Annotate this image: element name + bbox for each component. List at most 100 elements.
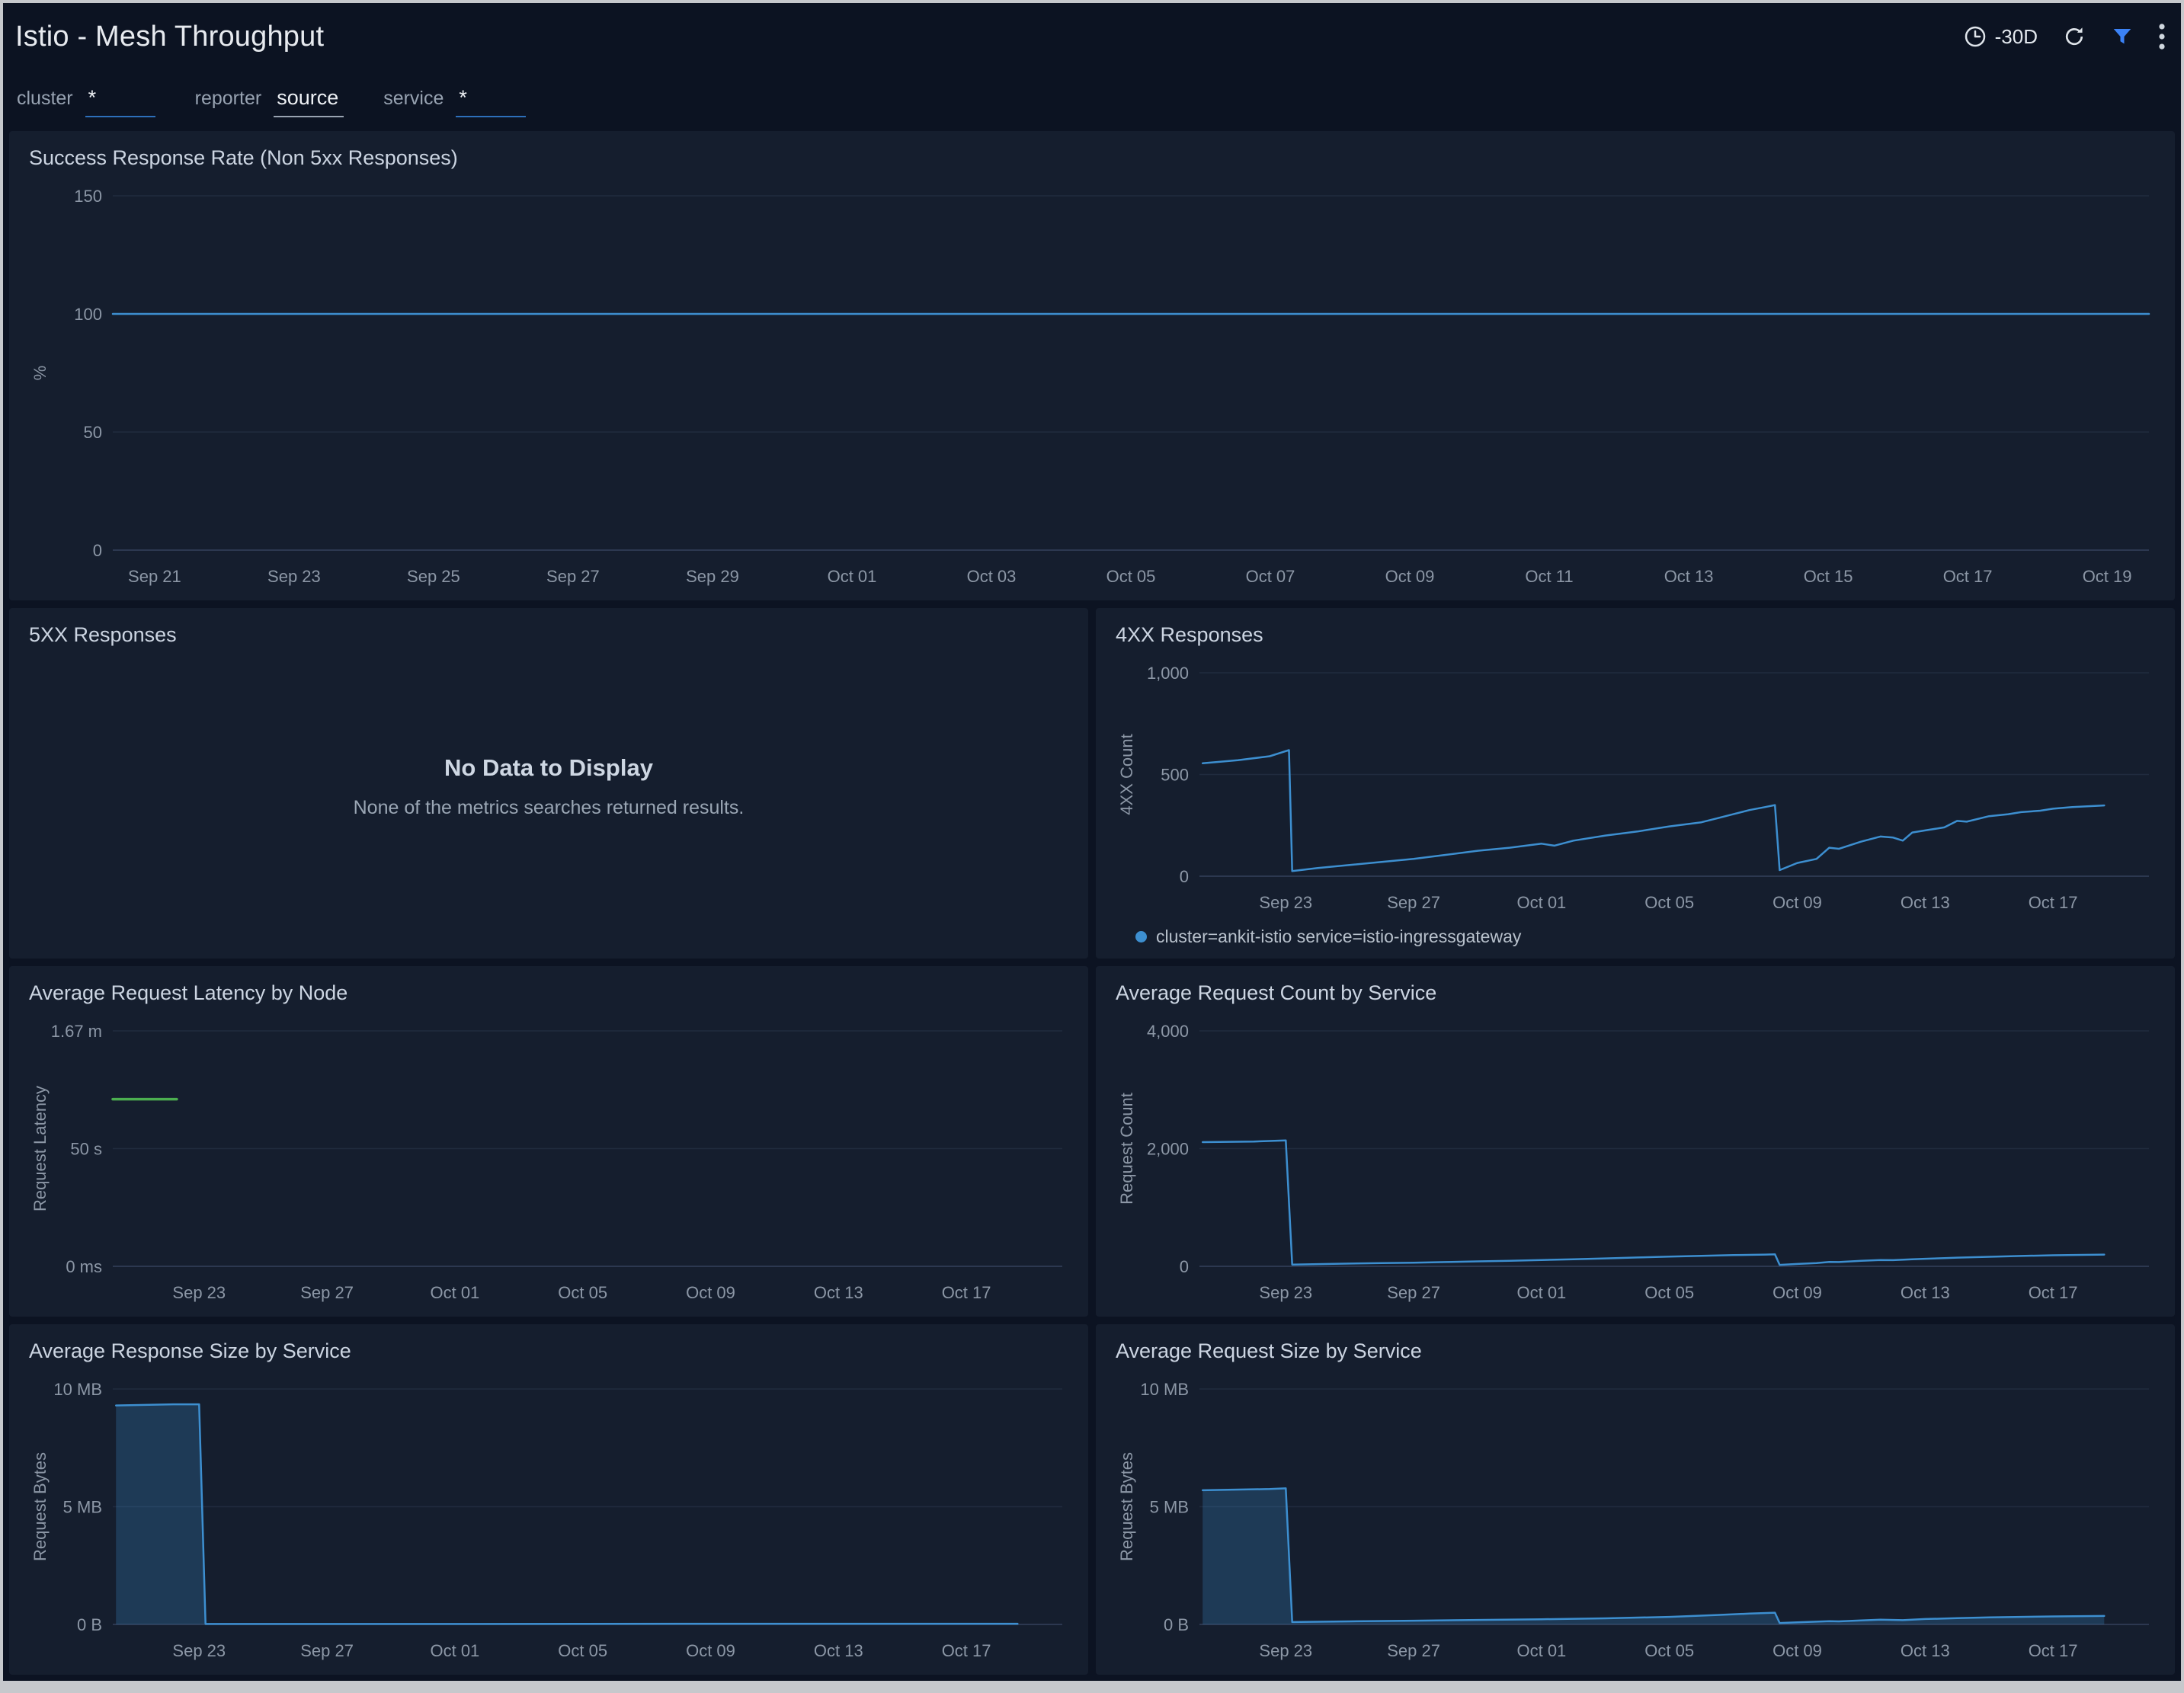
svg-text:Sep 27: Sep 27: [1387, 1641, 1440, 1660]
refresh-button[interactable]: [2062, 24, 2086, 49]
panel-title: Average Request Count by Service: [1116, 981, 1437, 1004]
refresh-icon: [2065, 27, 2083, 46]
svg-text:Oct 01: Oct 01: [1516, 893, 1566, 912]
svg-text:Oct 05: Oct 05: [558, 1641, 607, 1660]
panel-title: 5XX Responses: [29, 623, 177, 646]
panel-title: Average Request Latency by Node: [29, 981, 348, 1004]
svg-text:4,000: 4,000: [1147, 1022, 1189, 1041]
time-range-label: -30D: [1994, 24, 2038, 48]
svg-text:Oct 13: Oct 13: [814, 1283, 863, 1302]
filter-cluster-label: cluster: [17, 88, 73, 109]
svg-text:Oct 03: Oct 03: [967, 567, 1017, 586]
filter-service-input[interactable]: *: [456, 86, 527, 117]
svg-text:50: 50: [84, 423, 102, 442]
clock-icon: [1965, 26, 1985, 47]
svg-text:10 MB: 10 MB: [1140, 1380, 1189, 1399]
svg-text:Oct 09: Oct 09: [1772, 893, 1822, 912]
svg-text:0: 0: [1180, 1257, 1189, 1276]
svg-text:Request Bytes: Request Bytes: [1117, 1452, 1136, 1561]
topbar-controls: -30D: [1963, 23, 2166, 50]
avg-request-size-chart: 0 B 5 MB 10 MB Sep 23 Sep 27 Oct 01 Oct 05 Oct …: [1117, 1380, 2149, 1660]
dashboard-title: Istio - Mesh Throughput: [15, 20, 325, 53]
filter-bar: cluster * reporter source service *: [3, 70, 2181, 125]
filter-button[interactable]: [2111, 25, 2134, 48]
svg-text:Oct 01: Oct 01: [1516, 1283, 1566, 1302]
svg-text:Oct 17: Oct 17: [2029, 893, 2078, 912]
svg-text:Sep 25: Sep 25: [407, 567, 460, 586]
panel-4xx-responses: 4XX Responses 0 500 1,000 Sep 23 Sep 27 Oct 0…: [1096, 608, 2175, 959]
svg-text:Oct 09: Oct 09: [1772, 1283, 1822, 1302]
svg-text:5 MB: 5 MB: [63, 1498, 102, 1517]
svg-text:Sep 27: Sep 27: [1387, 1283, 1440, 1302]
svg-text:Sep 23: Sep 23: [1259, 1283, 1312, 1302]
time-range-control[interactable]: -30D: [1963, 24, 2038, 49]
svg-text:Oct 17: Oct 17: [2029, 1283, 2078, 1302]
svg-text:Oct 01: Oct 01: [430, 1641, 479, 1660]
svg-text:1,000: 1,000: [1147, 664, 1189, 683]
filter-funnel-icon: [2113, 29, 2131, 44]
svg-text:0 B: 0 B: [1164, 1615, 1189, 1634]
topbar: Istio - Mesh Throughput -30D: [3, 3, 2181, 70]
row-4: Average Response Size by Service 0 B 5 MB…: [9, 1324, 2175, 1675]
svg-text:Oct 19: Oct 19: [2083, 567, 2132, 586]
svg-text:Request Bytes: Request Bytes: [30, 1452, 50, 1561]
legend-item[interactable]: cluster=ankit-istio service=istio-ingres…: [1110, 920, 2161, 952]
filter-reporter: reporter source: [195, 86, 344, 117]
svg-text:10 MB: 10 MB: [53, 1380, 102, 1399]
panel-avg-request-size-by-service: Average Request Size by Service 0 B 5 MB 1…: [1096, 1324, 2175, 1675]
svg-text:Oct 13: Oct 13: [1901, 893, 1950, 912]
svg-text:Oct 13: Oct 13: [1901, 1641, 1950, 1660]
kebab-menu-icon: [2159, 24, 2165, 50]
dashboard: Istio - Mesh Throughput -30D: [3, 3, 2181, 1681]
panel-5xx-responses: 5XX Responses No Data to Display None of…: [9, 608, 1088, 959]
panel-title: 4XX Responses: [1116, 623, 1263, 646]
filter-service: service *: [383, 86, 527, 117]
svg-text:Oct 05: Oct 05: [1106, 567, 1156, 586]
svg-text:50 s: 50 s: [70, 1140, 102, 1159]
svg-text:Sep 27: Sep 27: [546, 567, 600, 586]
row-3: Average Request Latency by Node 0 ms 50 s…: [9, 966, 2175, 1317]
filter-reporter-input[interactable]: source: [274, 86, 344, 117]
success-response-rate-chart: 0 50 100 150 Sep 21 Sep 23 Sep 25 Sep 27 Sep 29 O…: [30, 187, 2150, 586]
svg-text:Oct 01: Oct 01: [828, 567, 877, 586]
legend-swatch: [1135, 930, 1147, 943]
avg-response-size-chart: 0 B 5 MB 10 MB Sep 23 Sep 27 Oct 01 Oct 05 Oct …: [30, 1380, 1062, 1660]
panel-grid: Success Response Rate (Non 5xx Responses…: [3, 125, 2181, 1681]
svg-text:Oct 17: Oct 17: [1943, 567, 1993, 586]
svg-text:Oct 09: Oct 09: [1772, 1641, 1822, 1660]
svg-text:Sep 29: Sep 29: [686, 567, 739, 586]
filter-service-label: service: [383, 88, 444, 109]
panel-title: Success Response Rate (Non 5xx Responses…: [29, 146, 458, 169]
filter-cluster-input[interactable]: *: [85, 86, 155, 117]
svg-text:100: 100: [74, 305, 102, 324]
avg-request-latency-chart: 0 ms 50 s 1.67 m Sep 23 Sep 27 Oct 01 Oct 05 Oc…: [30, 1022, 1062, 1302]
svg-text:%: %: [30, 366, 50, 381]
svg-text:Sep 21: Sep 21: [128, 567, 181, 586]
svg-text:Oct 05: Oct 05: [558, 1283, 607, 1302]
no-data-subtitle: None of the metrics searches returned re…: [353, 797, 745, 818]
svg-text:Sep 23: Sep 23: [1259, 1641, 1312, 1660]
svg-text:150: 150: [74, 187, 102, 206]
panel-title: Average Response Size by Service: [29, 1339, 351, 1362]
panel-success-response-rate: Success Response Rate (Non 5xx Responses…: [9, 131, 2175, 600]
legend-label: cluster=ankit-istio service=istio-ingres…: [1156, 926, 1522, 946]
svg-text:Oct 01: Oct 01: [1516, 1641, 1566, 1660]
svg-text:Oct 07: Oct 07: [1246, 567, 1295, 586]
svg-text:Oct 17: Oct 17: [942, 1641, 991, 1660]
svg-text:1.67 m: 1.67 m: [51, 1022, 102, 1041]
svg-text:Oct 05: Oct 05: [1644, 1641, 1694, 1660]
svg-text:Oct 15: Oct 15: [1804, 567, 1853, 586]
svg-text:Request Count: Request Count: [1117, 1093, 1136, 1205]
more-menu-button[interactable]: [2158, 23, 2166, 50]
svg-text:0 B: 0 B: [77, 1615, 102, 1634]
svg-text:0 ms: 0 ms: [66, 1257, 102, 1276]
avg-request-count-chart: 0 2,000 4,000 Sep 23 Sep 27 Oct 01 Oct 05 Oct 0…: [1117, 1022, 2149, 1302]
panel-avg-request-count-by-service: Average Request Count by Service 0 2,000 4…: [1096, 966, 2175, 1317]
svg-text:Sep 23: Sep 23: [1259, 893, 1312, 912]
svg-text:Oct 17: Oct 17: [2029, 1641, 2078, 1660]
svg-text:0: 0: [1180, 867, 1189, 886]
svg-text:Sep 23: Sep 23: [172, 1641, 226, 1660]
filter-cluster: cluster *: [17, 86, 155, 117]
svg-text:500: 500: [1161, 766, 1189, 785]
